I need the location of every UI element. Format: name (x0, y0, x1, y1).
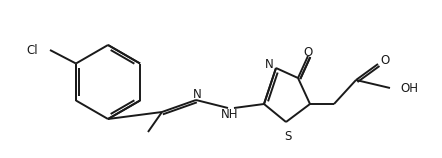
Text: NH: NH (221, 109, 239, 122)
Text: N: N (193, 88, 202, 101)
Text: Cl: Cl (27, 43, 38, 57)
Text: S: S (284, 130, 292, 143)
Text: OH: OH (400, 82, 418, 94)
Text: O: O (303, 46, 312, 58)
Text: N: N (265, 58, 274, 70)
Text: O: O (380, 54, 389, 67)
